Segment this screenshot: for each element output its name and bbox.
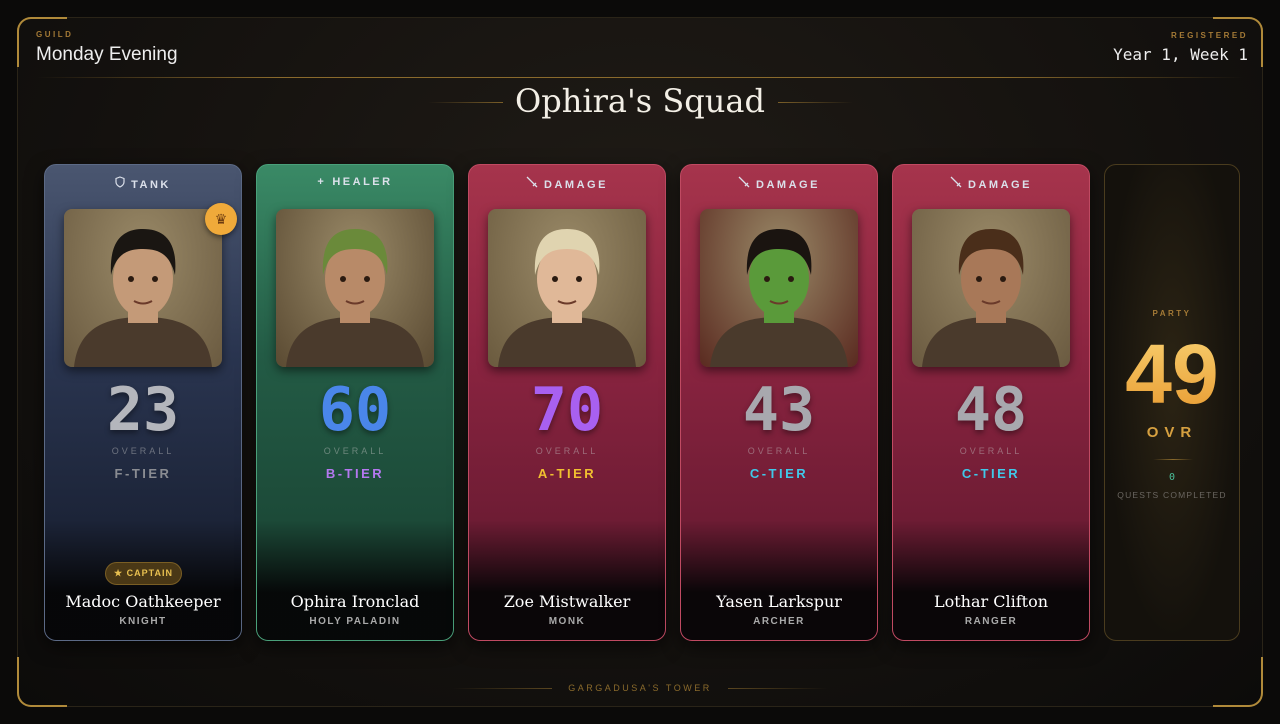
member-name: Ophira Ironclad [290,592,420,611]
registered-info: REGISTERED Year 1, Week 1 [1113,31,1248,64]
guild-info: GUILD Monday Evening [36,30,178,66]
overall-score: 43 [742,375,816,445]
party-divider [1153,459,1193,460]
role-label: TANK [45,176,241,191]
member-card[interactable]: + HEALER 60 OVERALL B-TIER Ophira Ironcla… [256,164,454,641]
member-class: ARCHER [753,616,805,627]
member-portrait [276,209,434,367]
title-ornament [778,102,853,103]
frame-corner [1213,17,1263,67]
footer-location: GARGADUSA'S TOWER [568,683,712,693]
page-title: Ophira's Squad [515,82,765,120]
frame-corner [17,17,67,67]
captain-text: CAPTAIN [126,568,173,578]
tier-badge: C-TIER [749,466,809,481]
role-text: HEALER [332,176,393,188]
sword-icon [738,176,750,191]
member-name: Zoe Mistwalker [503,592,631,611]
role-text: DAMAGE [756,179,820,191]
registered-label: REGISTERED [1170,31,1248,40]
tier-badge: A-TIER [537,466,597,481]
overall-label: OVERALL [111,446,175,456]
member-class: RANGER [964,616,1018,627]
frame-corner [1213,657,1263,707]
overall-score: 23 [106,375,180,445]
crown-icon: ♛ [205,203,237,235]
role-label: DAMAGE [469,176,665,191]
overall-label: OVERALL [959,446,1023,456]
member-card[interactable]: DAMAGE 70 OVERALL A-TIER Zoe Mistwalker … [468,164,666,641]
header-divider [36,77,1244,78]
role-label: DAMAGE [893,176,1089,191]
overall-score: 48 [954,375,1028,445]
sword-icon [526,176,538,191]
member-class: MONK [548,616,586,627]
plus-icon: + [317,176,327,188]
quests-label: QUESTS COMPLETED [1117,490,1227,500]
card-fade [681,520,877,640]
role-label: + HEALER [257,176,453,188]
member-card[interactable]: DAMAGE 48 OVERALL C-TIER Lothar Clifton … [892,164,1090,641]
overall-label: OVERALL [323,446,387,456]
overall-score: 60 [318,375,392,445]
member-card[interactable]: TANK ♛ 23 OVERALL F-TIER ★ CAPTAIN Madoc… [44,164,242,641]
shield-icon [115,176,125,191]
role-text: DAMAGE [968,179,1032,191]
member-portrait [64,209,222,367]
member-class: KNIGHT [119,616,167,627]
tier-badge: C-TIER [961,466,1021,481]
captain-badge: ★ CAPTAIN [105,562,182,585]
member-class: HOLY PALADIN [309,616,401,627]
role-text: TANK [131,179,171,191]
member-card[interactable]: DAMAGE 43 OVERALL C-TIER Yasen Larkspur … [680,164,878,641]
member-name: Lothar Clifton [933,592,1049,611]
party-ovr-label: OVR [1146,424,1198,441]
member-portrait [488,209,646,367]
member-portrait [912,209,1070,367]
star-icon: ★ [114,568,127,578]
party-score: 49 [1105,329,1239,419]
role-text: DAMAGE [544,179,608,191]
guild-name: Monday Evening [36,44,178,65]
sword-icon [950,176,962,191]
registered-value: Year 1, Week 1 [1113,45,1248,64]
overall-label: OVERALL [747,446,811,456]
role-label: DAMAGE [681,176,877,191]
frame-corner [17,657,67,707]
overall-label: OVERALL [535,446,599,456]
tier-badge: B-TIER [325,466,385,481]
overall-score: 70 [530,375,604,445]
quests-count: 0 [1168,472,1176,483]
footer-ornament [452,688,552,689]
card-fade [257,520,453,640]
member-name: Yasen Larkspur [716,592,842,611]
member-name: Madoc Oathkeeper [65,592,221,611]
party-summary-card: PARTY 49 OVR 0 QUESTS COMPLETED [1104,164,1240,641]
footer-ornament [728,688,828,689]
party-label: PARTY [1152,309,1192,318]
card-fade [469,520,665,640]
card-fade [893,520,1089,640]
member-portrait [700,209,858,367]
guild-label: GUILD [36,30,74,39]
title-ornament [428,102,503,103]
tier-badge: F-TIER [114,466,172,481]
